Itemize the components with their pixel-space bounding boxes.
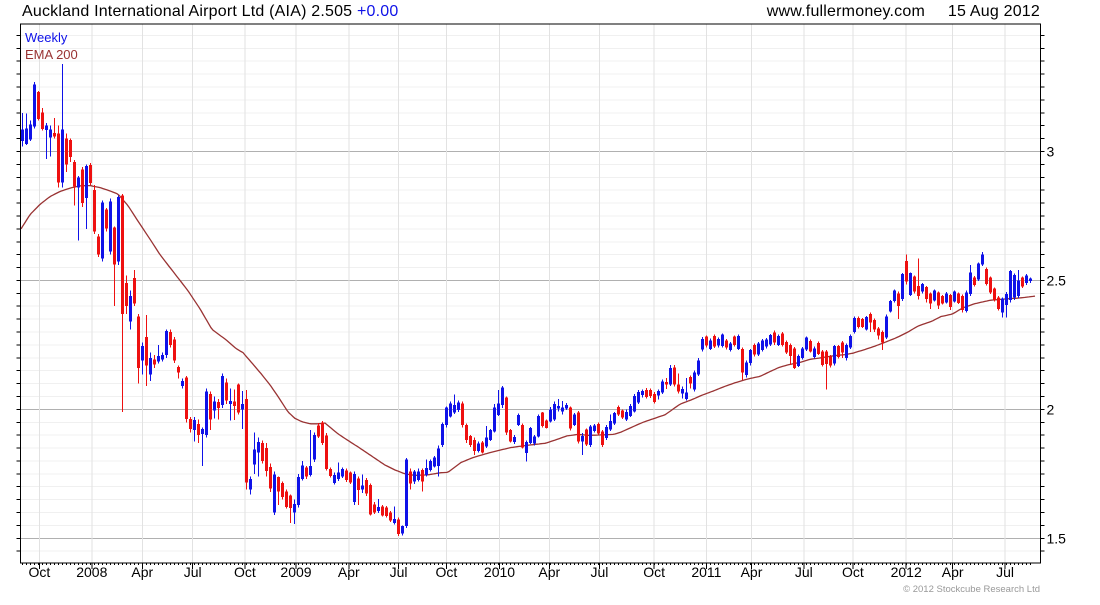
svg-text:Apr: Apr <box>538 564 560 580</box>
svg-text:2.5: 2.5 <box>1047 272 1067 288</box>
svg-text:EMA 200: EMA 200 <box>25 47 78 62</box>
svg-text:2: 2 <box>1047 401 1055 417</box>
svg-text:Apr: Apr <box>338 564 360 580</box>
svg-text:Jul: Jul <box>996 564 1014 580</box>
svg-text:Jul: Jul <box>590 564 608 580</box>
svg-text:Weekly: Weekly <box>25 30 68 45</box>
svg-text:Oct: Oct <box>234 564 256 580</box>
svg-text:Jul: Jul <box>795 564 813 580</box>
svg-text:Oct: Oct <box>643 564 665 580</box>
svg-text:2010: 2010 <box>484 564 515 580</box>
svg-text:Apr: Apr <box>131 564 153 580</box>
svg-text:www.fullermoney.com: www.fullermoney.com <box>766 3 925 20</box>
svg-text:2009: 2009 <box>280 564 311 580</box>
svg-text:Apr: Apr <box>942 564 964 580</box>
svg-text:3: 3 <box>1047 144 1055 160</box>
svg-text:2011: 2011 <box>691 564 721 580</box>
svg-text:Oct: Oct <box>29 564 51 580</box>
svg-text:Jul: Jul <box>184 564 202 580</box>
svg-text:2012: 2012 <box>891 564 922 580</box>
svg-text:© 2012 Stockcube Research Ltd: © 2012 Stockcube Research Ltd <box>903 584 1040 595</box>
svg-text:Oct: Oct <box>436 564 458 580</box>
svg-text:15 Aug 2012: 15 Aug 2012 <box>948 3 1040 20</box>
svg-text:Oct: Oct <box>842 564 864 580</box>
svg-text:2008: 2008 <box>76 564 107 580</box>
svg-text:Jul: Jul <box>390 564 408 580</box>
svg-text:Apr: Apr <box>741 564 763 580</box>
svg-text:1.5: 1.5 <box>1047 530 1067 546</box>
svg-text:Auckland International Airport: Auckland International Airport Ltd (AIA)… <box>22 3 398 20</box>
